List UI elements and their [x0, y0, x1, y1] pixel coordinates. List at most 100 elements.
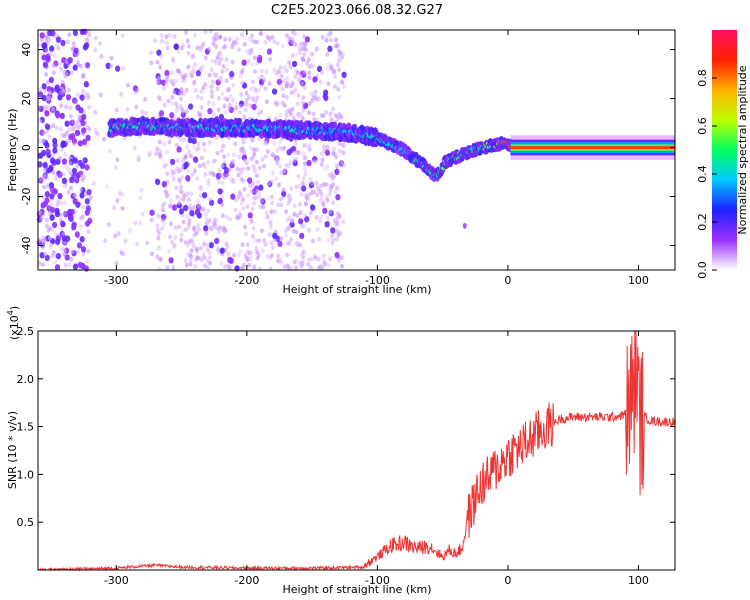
spectrogram-noise-point	[72, 198, 78, 205]
spectrogram-noise-point	[42, 237, 47, 243]
spectrogram-noise-point	[44, 191, 50, 198]
spectrogram-noise-point	[260, 157, 265, 162]
spectrogram-noise-point	[303, 171, 308, 177]
spectrogram-noise-point	[265, 214, 270, 220]
spectrogram-noise-point	[84, 198, 90, 205]
spectrogram-noise-point	[170, 239, 174, 245]
spectrogram-noise-point	[164, 34, 169, 40]
spectrogram-noise-point	[192, 225, 197, 231]
spectrogram-noise-point	[72, 192, 77, 198]
spectrogram-noise-point	[265, 149, 270, 154]
spectrogram-noise-point	[217, 76, 222, 82]
spectrogram-noise-point	[235, 166, 240, 172]
spectrogram-noise-point	[202, 164, 207, 169]
spectrogram-noise-point	[179, 184, 183, 190]
spectrogram-noise-point	[244, 160, 249, 166]
spectrogram-noise-point	[277, 240, 283, 247]
spectrogram-noise-point	[208, 170, 213, 176]
spectrogram-noise-point	[192, 81, 197, 86]
spectrogram-noise-point	[203, 29, 208, 35]
snr-panel: -300 -200 -100 0 100 2.5 2.0 1.5 1.0 0.5 Height …	[6, 306, 676, 596]
spectrogram-noise-point	[328, 37, 333, 43]
spectrogram-noise-point	[264, 99, 269, 105]
spectrogram-noise-point	[216, 107, 221, 113]
spectrogram-noise-point	[193, 62, 198, 67]
spectrogram-noise-point	[245, 204, 250, 209]
spectrogram-noise-point	[250, 62, 255, 68]
spectrogram-noise-point	[239, 69, 244, 75]
spectrogram-noise-point	[289, 186, 294, 192]
spectrogram-noise-point	[301, 95, 306, 101]
spectrogram-noise-point	[222, 225, 227, 231]
spectrogram-noise-point	[316, 65, 323, 73]
spectrogram-noise-point	[178, 208, 184, 215]
spectrogram-noise-point	[306, 261, 311, 267]
spectrogram-noise-point	[171, 265, 176, 271]
spectrogram-noise-point	[201, 85, 206, 91]
spectrogram-noise-point	[310, 204, 316, 211]
spectrogram-noise-point	[85, 259, 90, 264]
spectrogram-noise-point	[276, 253, 281, 259]
spectrogram-noise-point	[44, 47, 49, 53]
spectrogram-noise-point	[80, 177, 85, 183]
spectrogram-noise-point	[169, 112, 175, 119]
spectrogram-noise-point	[290, 80, 295, 86]
spectrogram-noise-point	[249, 250, 254, 256]
spectrogram-noise-point	[71, 167, 77, 175]
spectrogram-noise-point	[262, 141, 267, 146]
spectrogram-noise-point	[59, 66, 64, 72]
spectrogram-noise-point	[314, 47, 319, 53]
spectrogram-noise-point	[172, 34, 177, 39]
spectrogram-noise-point	[155, 178, 161, 186]
spectrogram-noise-point	[302, 46, 306, 51]
spectrogram-noise-point	[301, 249, 306, 255]
spectrogram-noise-point	[202, 147, 207, 153]
spectrogram-noise-point	[338, 49, 342, 55]
spectrogram-noise-point	[207, 196, 212, 202]
spectrogram-noise-point	[102, 136, 107, 142]
spectrogram-noise-point	[302, 155, 307, 161]
spectrogram-noise-point	[252, 265, 257, 270]
spectrogram-noise-point	[241, 197, 246, 202]
spectrogram-noise-point	[197, 203, 201, 209]
spectrogram-noise-point	[201, 251, 206, 257]
spectrogram-noise-point	[211, 158, 216, 164]
spectrogram-noise-point	[325, 197, 330, 203]
spectrogram-noise-point	[204, 231, 209, 236]
spectrogram-noise-point	[38, 119, 43, 125]
spectrogram-noise-point	[246, 166, 251, 171]
spectrogram-noise-point	[42, 184, 47, 190]
spectrogram-noise-point	[61, 158, 68, 165]
spectrogram-noise-point	[228, 94, 233, 99]
colorbar-tick-label: 0.2	[696, 213, 709, 231]
spectrogram-noise-point	[278, 257, 283, 263]
x-tick-label: 0	[504, 274, 511, 287]
spectrogram-noise-point	[60, 39, 66, 47]
spectrogram-noise-point	[337, 94, 342, 100]
spectrogram-noise-point	[157, 139, 162, 145]
spectrogram-noise-point	[217, 188, 223, 195]
spectrogram-noise-point	[70, 133, 76, 140]
spectrogram-noise-point	[251, 137, 256, 143]
spectrogram-noise-point	[252, 151, 257, 157]
spectrogram-noise-point	[250, 33, 255, 39]
spectrogram-noise-point	[48, 76, 55, 84]
spectrogram-noise-point	[138, 195, 143, 201]
spectrogram-noise-point	[199, 186, 204, 192]
spectrogram-noise-point	[337, 141, 342, 147]
spectrogram-noise-point	[81, 127, 87, 134]
spectrogram-noise-point	[209, 226, 214, 232]
spectrogram-noise-point	[279, 202, 284, 208]
spectrogram-noise-point	[285, 33, 289, 38]
spectrogram-noise-point	[319, 196, 324, 202]
snr-scale-note: (x104)	[6, 306, 21, 340]
spectrogram-noise-point	[84, 61, 91, 69]
spectrogram-noise-point	[210, 94, 214, 99]
spectrogram-noise-point	[292, 203, 297, 209]
spectrogram-noise-point	[274, 176, 279, 182]
spectrogram-noise-point	[69, 176, 75, 184]
spectrogram-noise-point	[55, 36, 62, 43]
spectrogram-noise-point	[165, 265, 170, 270]
spectrogram-noise-point	[168, 257, 174, 264]
spectrogram-noise-point	[284, 228, 289, 233]
